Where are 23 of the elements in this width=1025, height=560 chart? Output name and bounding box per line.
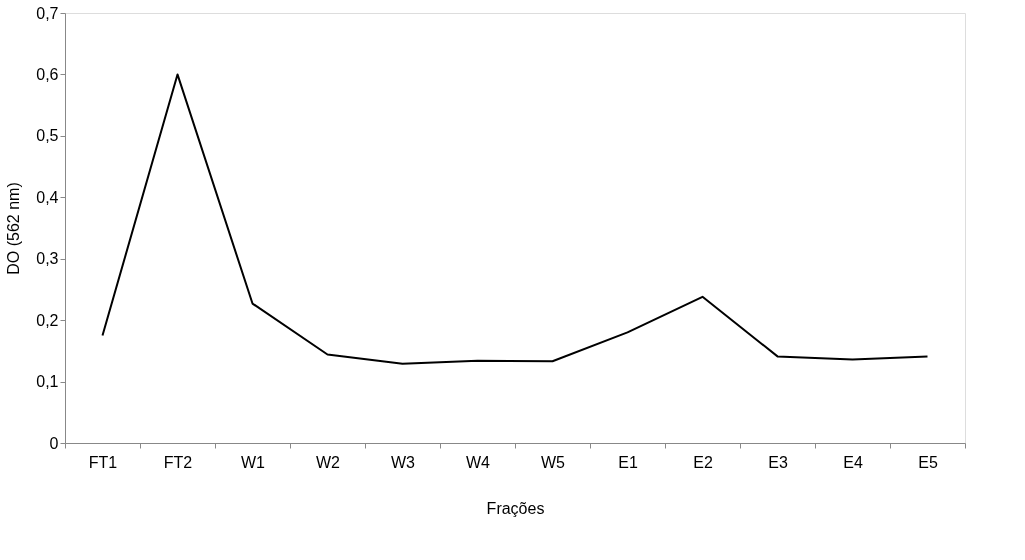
x-tick-label: E4 (843, 453, 863, 471)
x-tick-label: W4 (466, 453, 491, 471)
x-tick-label: W5 (541, 453, 566, 471)
y-tick-label: 0,3 (36, 250, 59, 268)
x-tick-label: W1 (241, 453, 266, 471)
line-series (101, 73, 929, 365)
y-tick-label: 0,5 (36, 127, 59, 145)
y-tick-label: 0,6 (36, 65, 59, 83)
x-tick-label: E2 (693, 453, 713, 471)
y-tick-label: 0 (49, 434, 59, 452)
y-tick-label: 0,1 (36, 373, 59, 391)
y-tick-label: 0,4 (36, 188, 59, 206)
y-tick-label: 0,2 (36, 311, 59, 329)
x-tick-label: W2 (316, 453, 341, 471)
y-tick-label: 0,7 (36, 4, 59, 22)
x-tick-label: FT1 (88, 453, 118, 471)
x-tick-label: E3 (768, 453, 788, 471)
y-axis-title: DO (562 nm) (5, 182, 23, 275)
x-axis-title: Frações (486, 499, 545, 517)
x-tick-label: FT2 (163, 453, 193, 471)
x-tick-label: W3 (391, 453, 416, 471)
x-tick-label: E5 (918, 453, 938, 471)
x-tick-label: E1 (618, 453, 638, 471)
